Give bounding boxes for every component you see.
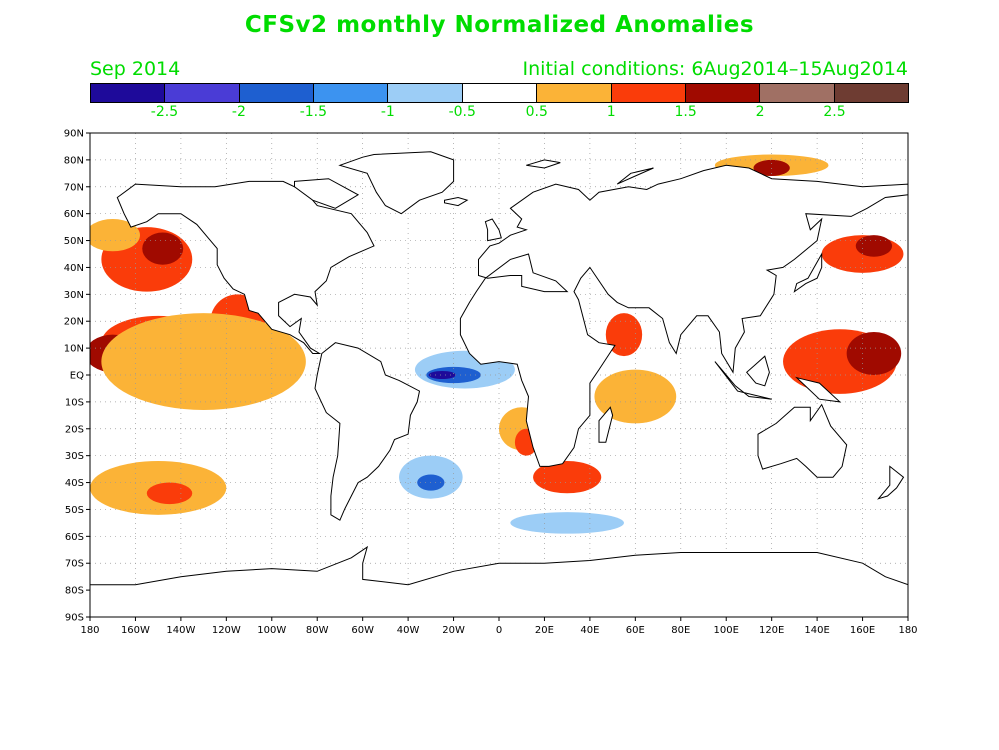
latitude-tick-label: 20S	[65, 424, 84, 435]
anomaly-region	[146, 482, 193, 505]
continent-iceland	[444, 196, 469, 207]
colorbar-segment	[537, 84, 612, 102]
continent-borneo	[746, 355, 770, 387]
longitude-tick-label: 100E	[714, 625, 739, 636]
latitude-tick-label: 90N	[64, 129, 84, 140]
longitude-tick-label: 140W	[166, 625, 195, 636]
continent-south-america	[314, 342, 421, 521]
colorbar	[90, 83, 909, 103]
continent-new-zealand	[877, 465, 905, 500]
continent-africa-eurasia	[459, 164, 908, 467]
anomaly-region	[855, 235, 893, 257]
latitude-tick-label: 10N	[64, 344, 84, 355]
colorbar-label: 1	[606, 104, 616, 120]
colorbar-label: -2	[231, 104, 246, 120]
latitude-tick-label: 60S	[65, 532, 84, 543]
continent-madagascar	[598, 406, 614, 443]
continent-greenland	[338, 151, 455, 215]
continent-uk	[484, 218, 502, 242]
longitude-tick-label: 20E	[535, 625, 554, 636]
colorbar-segment	[685, 84, 761, 102]
longitude-tick-label: 120E	[759, 625, 784, 636]
latitude-tick-label: 60N	[64, 209, 84, 220]
longitude-tick-label: 100W	[257, 625, 286, 636]
latitude-tick-label: 50S	[65, 505, 84, 516]
latitude-tick-label: 50N	[64, 236, 84, 247]
anomaly-region	[846, 331, 902, 375]
latitude-tick-label: 80S	[65, 586, 84, 597]
longitude-tick-label: 180	[80, 625, 99, 636]
colorbar-label: -1	[380, 104, 395, 120]
coastlines	[90, 151, 908, 617]
colorbar-segment	[165, 84, 240, 102]
colorbar-label: 1.5	[674, 104, 697, 120]
continent-north-america	[116, 180, 375, 354]
longitude-tick-label: 40W	[397, 625, 420, 636]
colorbar-segment	[760, 84, 835, 102]
anomaly-region	[533, 461, 602, 494]
continent-svalbard	[526, 159, 561, 169]
latitude-tick-label: EQ	[70, 371, 84, 382]
longitude-axis: 180 160W 140W 120W 100W 80W 60W 40W 20W 0 20E 40E 60…	[80, 617, 918, 636]
forecast-period: Sep 2014	[90, 58, 181, 80]
latitude-tick-label: 30N	[64, 290, 84, 301]
colorbar-segment	[239, 84, 315, 102]
colorbar-label: -2.5	[150, 104, 179, 120]
longitude-tick-label: 160E	[850, 625, 875, 636]
latitude-tick-label: 40N	[64, 263, 84, 274]
colorbar-label: 2	[755, 104, 765, 120]
anomaly-region	[428, 370, 456, 380]
colorbar-label: 2.5	[823, 104, 846, 120]
colorbar-segment	[611, 84, 686, 102]
latitude-tick-label: 70S	[65, 559, 84, 570]
latitude-tick-label: 20N	[64, 317, 84, 328]
colorbar-labels: -2.5 -2 -1.5 -1 -0.5 0.5 1 1.5 2 2.5	[90, 104, 909, 122]
longitude-tick-label: 20W	[442, 625, 465, 636]
initial-conditions: Initial conditions: 6Aug2014–15Aug2014	[522, 58, 908, 80]
latitude-tick-label: 10S	[65, 397, 84, 408]
colorbar-segment	[91, 84, 166, 102]
continent-indonesia	[714, 361, 772, 400]
map-title: CFSv2 monthly Normalized Anomalies	[244, 12, 755, 38]
anomaly-field	[90, 154, 904, 534]
colorbar-segment	[834, 84, 908, 102]
longitude-tick-label: 140E	[804, 625, 829, 636]
anomaly-region	[753, 159, 790, 177]
longitude-tick-label: 160W	[121, 625, 150, 636]
longitude-tick-label: 0	[496, 625, 502, 636]
longitude-tick-label: 80W	[306, 625, 329, 636]
anomaly-region	[101, 313, 306, 410]
longitude-tick-label: 60W	[351, 625, 374, 636]
latitude-tick-label: 90S	[65, 613, 84, 624]
latitude-tick-label: 30S	[65, 451, 84, 462]
longitude-tick-label: 180	[898, 625, 917, 636]
latitude-tick-label: 70N	[64, 182, 84, 193]
colorbar-segment	[314, 84, 389, 102]
anomaly-region	[90, 219, 140, 252]
longitude-tick-label: 120W	[212, 625, 241, 636]
anomaly-region	[142, 232, 184, 265]
latitude-tick-label: 80N	[64, 155, 84, 166]
colorbar-segment	[388, 84, 463, 102]
longitude-tick-label: 60E	[626, 625, 645, 636]
longitude-tick-label: 40E	[580, 625, 599, 636]
anomaly-region	[510, 512, 624, 534]
latitude-tick-label: 40S	[65, 478, 84, 489]
latitude-axis: 90N 80N 70N 60N 50N 40N 30N 20N 10N EQ 10S 20S 30S 40…	[64, 129, 90, 624]
continent-new-guinea	[795, 376, 842, 403]
colorbar-label: -1.5	[299, 104, 328, 120]
anomaly-region	[594, 369, 677, 424]
colorbar-segment	[462, 84, 538, 102]
continent-japan	[793, 252, 823, 293]
continent-novaya-zemlya	[616, 167, 654, 185]
colorbar-label: 0.5	[525, 104, 548, 120]
continent-baffin	[294, 178, 360, 209]
longitude-tick-label: 80E	[671, 625, 690, 636]
continent-australia	[757, 403, 848, 478]
colorbar-label: -0.5	[448, 104, 476, 120]
continent-antarctica	[90, 545, 908, 617]
